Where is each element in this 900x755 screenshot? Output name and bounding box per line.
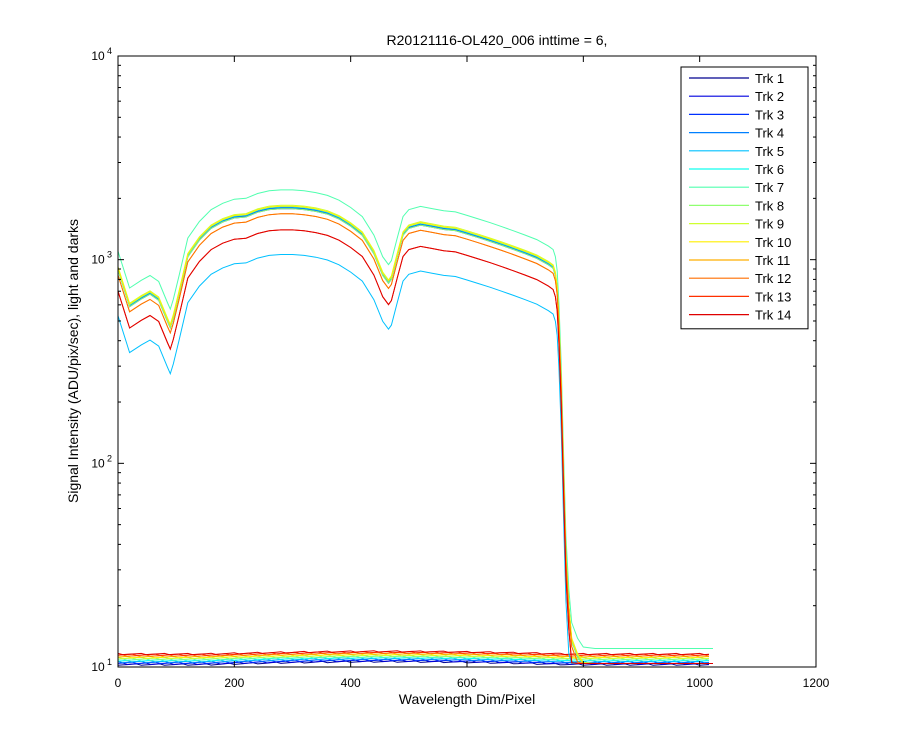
y-tick-label-1: 10	[91, 456, 105, 470]
legend-label-1: Trk 1	[755, 71, 784, 86]
legend-label-14: Trk 14	[755, 308, 791, 323]
y-tick-exponent-0: 1	[107, 657, 112, 667]
dark-series-group	[117, 650, 710, 666]
legend-label-9: Trk 9	[755, 217, 784, 232]
light-line-14	[117, 229, 713, 664]
light-line-5	[117, 254, 713, 664]
y-tick-exponent-2: 3	[107, 250, 112, 260]
legend-label-3: Trk 3	[755, 107, 784, 122]
x-tick-label-1: 200	[224, 676, 244, 690]
legend-label-13: Trk 13	[755, 289, 791, 304]
x-tick-label-2: 400	[341, 676, 361, 690]
legend-label-4: Trk 4	[755, 126, 784, 141]
x-tick-label-0: 0	[115, 676, 122, 690]
legend-label-11: Trk 11	[755, 253, 790, 268]
y-tick-exponent-3: 4	[107, 46, 112, 56]
x-tick-label-5: 1000	[686, 676, 713, 690]
y-axis-label: Signal Intensity (ADU/pix/sec), light an…	[65, 219, 81, 503]
legend: Trk 1 Trk 2 Trk 3 Trk 4 Trk 5 Trk 6 Trk 7 Trk 8…	[680, 66, 809, 330]
legend-box	[680, 66, 809, 330]
legend-label-10: Trk 10	[755, 235, 791, 250]
x-axis: 0 200 400 600 800 1000 1200	[115, 56, 830, 690]
light-line-12	[117, 213, 713, 664]
dark-line-14	[117, 650, 710, 656]
x-tick-label-3: 600	[457, 676, 477, 690]
x-tick-label-4: 800	[573, 676, 593, 690]
y-tick-label-3: 10	[91, 49, 105, 63]
light-series-group	[117, 189, 713, 664]
legend-label-6: Trk 6	[755, 162, 784, 177]
legend-label-7: Trk 7	[755, 180, 784, 195]
y-tick-label-2: 10	[91, 253, 105, 267]
legend-label-2: Trk 2	[755, 89, 784, 104]
chart-title: R20121116-OL420_006 inttime = 6,	[387, 32, 608, 48]
legend-label-12: Trk 12	[755, 271, 791, 286]
x-axis-label: Wavelength Dim/Pixel	[399, 691, 535, 707]
y-tick-exponent-1: 2	[107, 453, 112, 463]
legend-label-8: Trk 8	[755, 198, 784, 213]
light-line-7	[117, 189, 713, 649]
x-tick-label-6: 1200	[803, 676, 830, 690]
y-tick-label-0: 10	[91, 660, 105, 674]
legend-label-5: Trk 5	[755, 144, 784, 159]
